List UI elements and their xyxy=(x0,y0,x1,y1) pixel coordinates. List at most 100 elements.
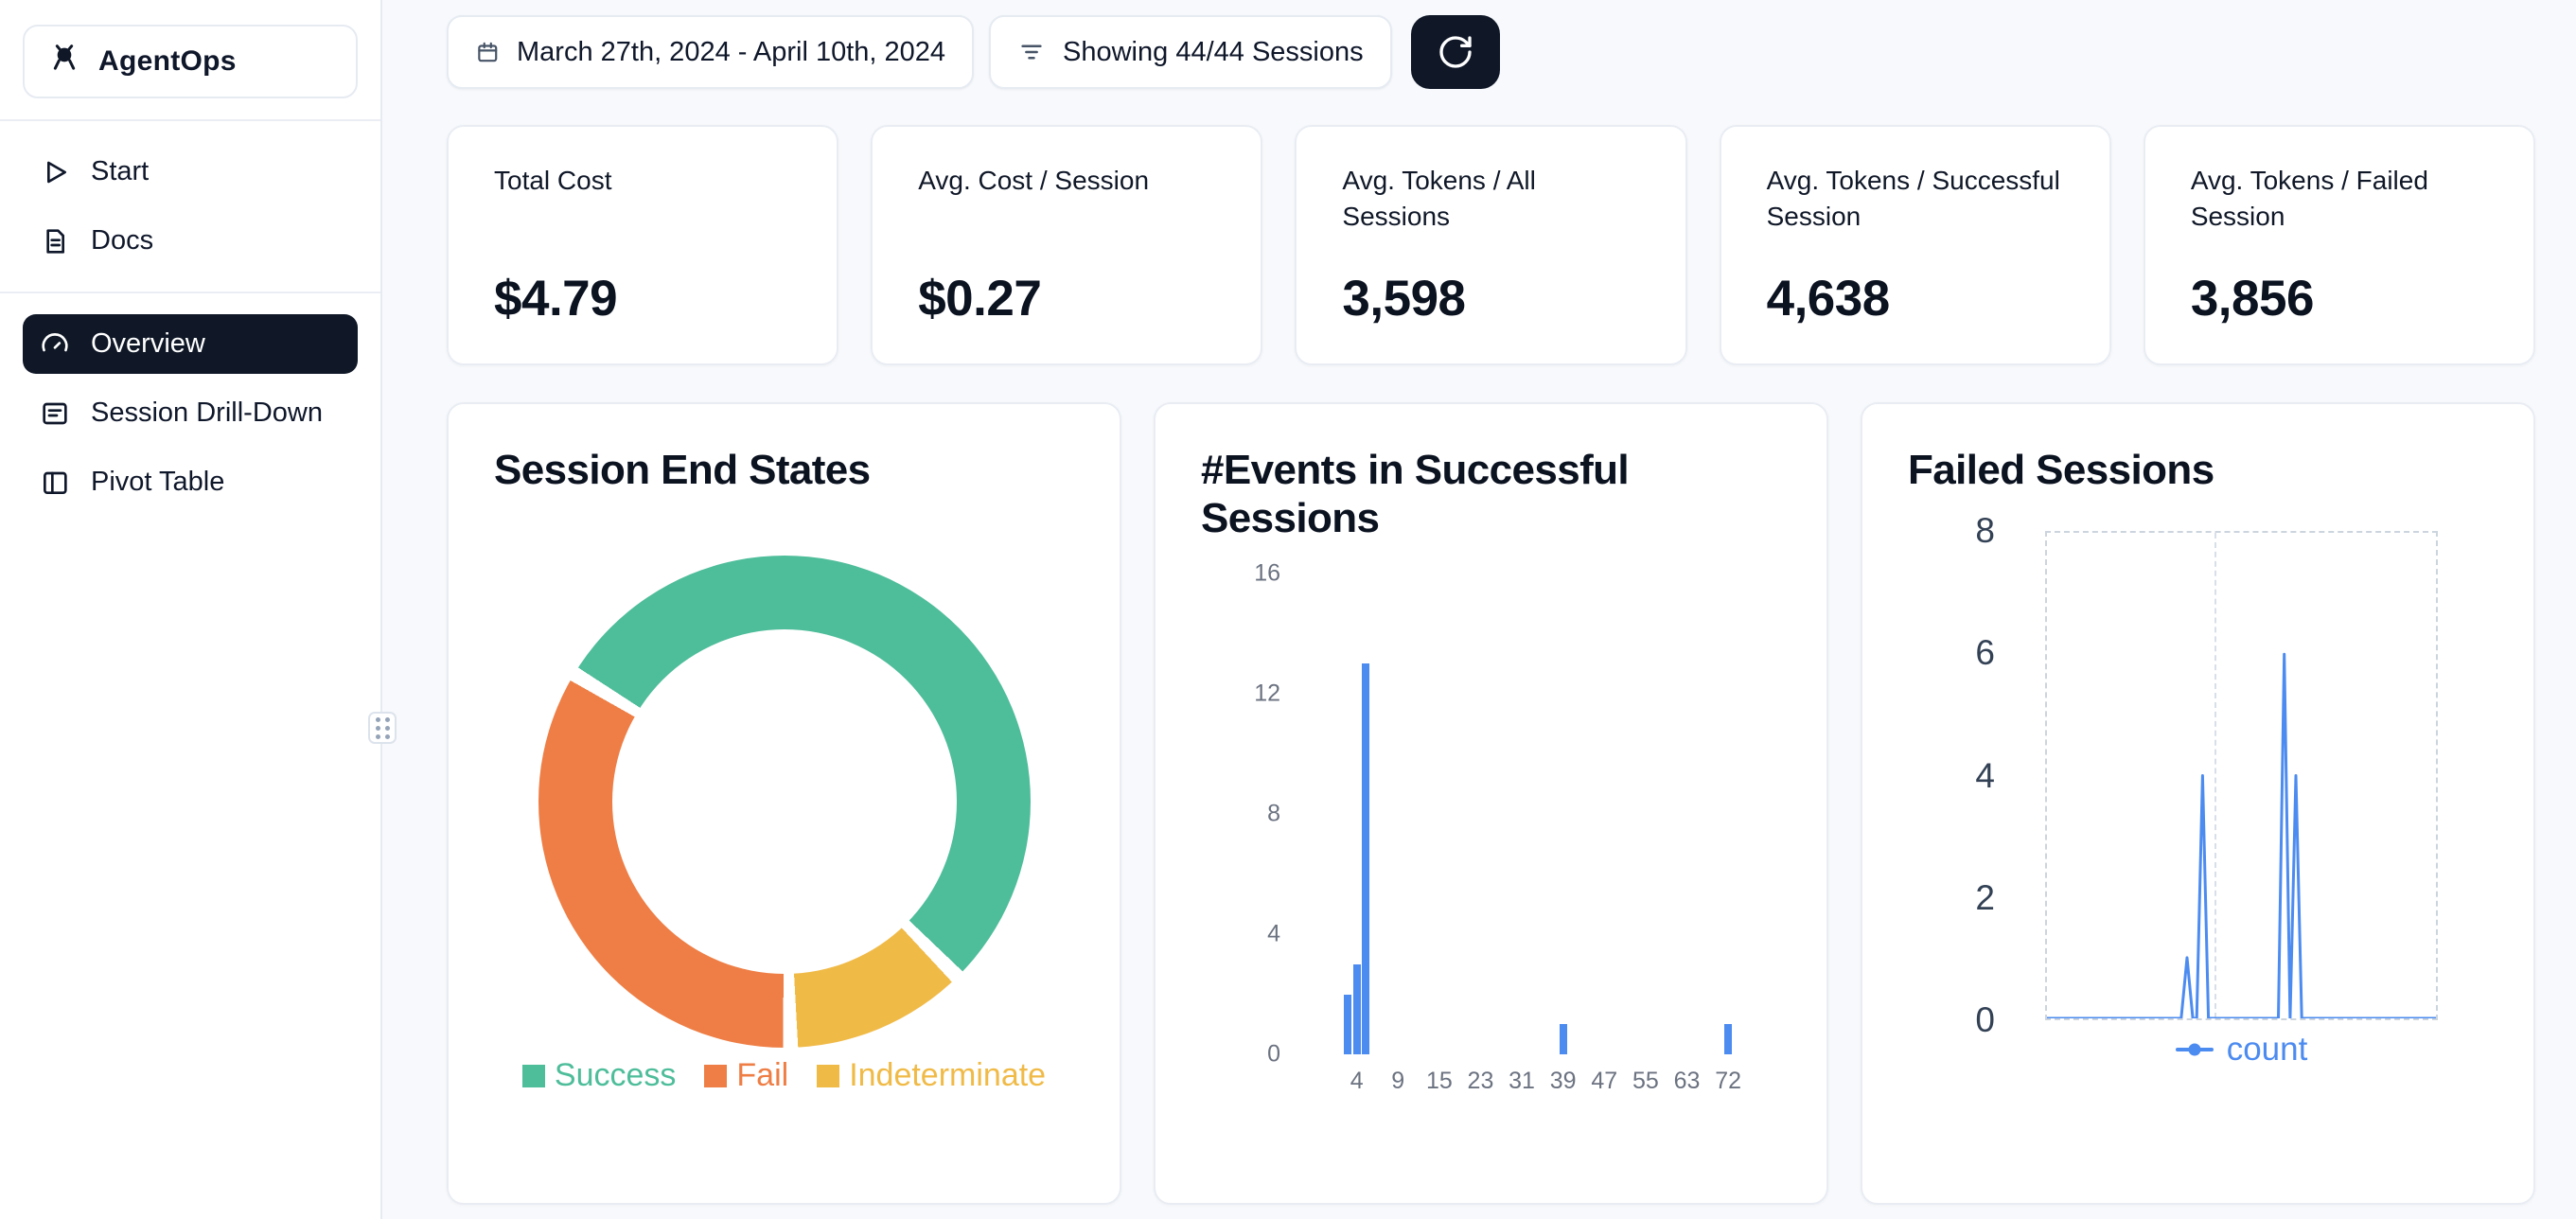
sidebar-item-start[interactable]: Start xyxy=(23,142,358,202)
x-tick-label: 39 xyxy=(1549,1068,1577,1094)
stats-row: Total Cost $4.79 Avg. Cost / Session $0.… xyxy=(447,125,2536,365)
legend-label: Fail xyxy=(736,1057,789,1093)
y-tick-label: 12 xyxy=(1254,680,1280,707)
stat-label: Avg. Tokens / Failed Session xyxy=(2190,166,2428,231)
stat-card-avg-cost-session: Avg. Cost / Session $0.27 xyxy=(871,125,1263,365)
sidebar-item-overview[interactable]: Overview xyxy=(23,314,358,374)
sidebar-item-pivot-table[interactable]: Pivot Table xyxy=(23,452,358,512)
x-tick-label: 63 xyxy=(1673,1068,1701,1094)
docs-icon xyxy=(46,228,64,254)
y-tick-label: 8 xyxy=(1975,511,1995,550)
legend-swatch-indeterminate xyxy=(817,1064,840,1087)
session-end-states-card: Session End States Success Fail Indeterm… xyxy=(447,402,1121,1205)
pie-legend-item[interactable]: Fail xyxy=(704,1057,788,1094)
y-tick-label: 8 xyxy=(1267,800,1280,827)
vertical-gridline xyxy=(2214,533,2216,1018)
failed-sessions-card: Failed Sessions 0 2 4 6 8 count xyxy=(1861,402,2535,1205)
app-logo[interactable]: AgentOps xyxy=(23,25,358,98)
stat-value: 4,638 xyxy=(1766,271,1891,327)
legend-swatch-success xyxy=(521,1064,545,1087)
stat-value: $4.79 xyxy=(494,271,618,327)
grip-dot-icon xyxy=(384,733,390,739)
bar-plot[interactable] xyxy=(1332,574,1818,1054)
sidebar-drag-handle[interactable] xyxy=(368,712,397,744)
date-range-button[interactable]: March 27th, 2024 - April 10th, 2024 xyxy=(447,15,975,89)
y-tick-label: 0 xyxy=(1975,1000,1995,1039)
x-tick-label: 55 xyxy=(1632,1068,1659,1094)
grip-dot-icon xyxy=(375,716,380,722)
stat-label: Avg. Tokens / All Sessions xyxy=(1342,166,1536,231)
refresh-icon xyxy=(1438,36,1472,68)
stat-label: Avg. Cost / Session xyxy=(918,166,1150,195)
stat-value: 3,856 xyxy=(2190,271,2315,327)
legend-swatch-fail xyxy=(704,1064,728,1087)
sessions-filter-button[interactable]: Showing 44/44 Sessions xyxy=(989,15,1392,89)
chart-title: #Events in Successful Sessions xyxy=(1201,447,1630,542)
pie-legend-item[interactable]: Indeterminate xyxy=(817,1057,1046,1094)
donut-hole xyxy=(611,629,957,974)
pivot-table-icon xyxy=(44,471,67,494)
line-y-axis: 0 2 4 6 8 xyxy=(1862,511,2023,1039)
legend-line-marker-icon xyxy=(2175,1043,2214,1056)
legend-label: Success xyxy=(554,1057,677,1093)
stat-card-avg-tokens-successful: Avg. Tokens / Successful Session 4,638 xyxy=(1719,125,2111,365)
x-tick-label: 31 xyxy=(1509,1068,1535,1094)
sidebar-item-label: Pivot Table xyxy=(91,467,225,497)
sidebar-item-label: Overview xyxy=(91,328,205,359)
histogram-bar[interactable] xyxy=(1724,1024,1733,1054)
x-tick-label: 15 xyxy=(1425,1068,1453,1094)
bar-x-axis: 4 9 15 23 31 39 47 55 63 72 xyxy=(1332,1068,1818,1098)
stat-card-total-cost: Total Cost $4.79 xyxy=(447,125,839,365)
grip-dot-icon xyxy=(384,725,390,731)
legend-label: count xyxy=(2226,1031,2308,1068)
chart-title: Failed Sessions xyxy=(1908,447,2214,493)
y-tick-label: 4 xyxy=(1975,755,1995,795)
histogram-bar[interactable] xyxy=(1352,963,1361,1054)
stat-label: Avg. Tokens / Successful Session xyxy=(1766,166,2060,231)
histogram-bar[interactable] xyxy=(1344,994,1352,1054)
line-svg xyxy=(2047,652,2436,1018)
y-tick-label: 6 xyxy=(1975,633,1995,673)
x-tick-label: 4 xyxy=(1350,1068,1364,1094)
x-tick-label: 23 xyxy=(1467,1068,1494,1094)
x-tick-label: 9 xyxy=(1391,1068,1405,1094)
y-tick-label: 0 xyxy=(1267,1040,1280,1068)
stat-label: Total Cost xyxy=(494,166,612,195)
sidebar-item-label: Session Drill-Down xyxy=(91,398,323,428)
calendar-icon xyxy=(478,42,498,62)
sidebar-item-session-drill-down[interactable]: Session Drill-Down xyxy=(23,383,358,443)
events-histogram-card: #Events in Successful Sessions 0 4 8 12 16 4… xyxy=(1154,402,1828,1205)
chart-title: Session End States xyxy=(494,447,871,493)
agentops-logo-icon xyxy=(45,41,83,83)
toolbar: March 27th, 2024 - April 10th, 2024 Show… xyxy=(447,15,1500,89)
filter-icon xyxy=(1021,44,1042,60)
date-range-label: March 27th, 2024 - April 10th, 2024 xyxy=(517,36,946,67)
y-tick-label: 16 xyxy=(1254,559,1280,587)
sidebar-divider xyxy=(0,119,380,121)
grip-dot-icon xyxy=(375,733,380,739)
refresh-button[interactable] xyxy=(1410,15,1500,89)
stat-card-avg-tokens-failed: Avg. Tokens / Failed Session 3,856 xyxy=(2143,125,2536,365)
legend-dot-icon xyxy=(2188,1043,2201,1056)
sidebar-main-nav: Overview Session Drill-Down Pivot Table xyxy=(0,293,380,533)
sidebar-top-nav: Start Docs xyxy=(0,121,380,292)
grip-dot-icon xyxy=(384,716,390,722)
sidebar-divider xyxy=(0,292,380,293)
y-tick-label: 4 xyxy=(1267,920,1280,947)
sidebar-item-docs[interactable]: Docs xyxy=(23,211,358,271)
line-plot[interactable] xyxy=(2045,531,2438,1020)
play-icon xyxy=(46,161,66,183)
legend-label: Indeterminate xyxy=(849,1057,1047,1093)
stat-card-avg-tokens-all: Avg. Tokens / All Sessions 3,598 xyxy=(1295,125,1687,365)
histogram-bar[interactable] xyxy=(1559,1024,1567,1054)
sidebar: AgentOps Start Docs Overview Session Dri… xyxy=(0,0,382,1219)
x-tick-label: 47 xyxy=(1591,1068,1618,1094)
histogram-bar[interactable] xyxy=(1361,663,1369,1054)
app-name: AgentOps xyxy=(98,45,237,77)
session-end-donut-wrap[interactable] xyxy=(538,556,1031,1048)
pie-legend: Success Fail Indeterminate xyxy=(449,1057,1120,1094)
pie-legend-item[interactable]: Success xyxy=(521,1057,677,1094)
line-legend[interactable]: count xyxy=(2045,1031,2438,1069)
stat-value: 3,598 xyxy=(1342,271,1466,327)
sidebar-item-label: Docs xyxy=(91,225,154,256)
